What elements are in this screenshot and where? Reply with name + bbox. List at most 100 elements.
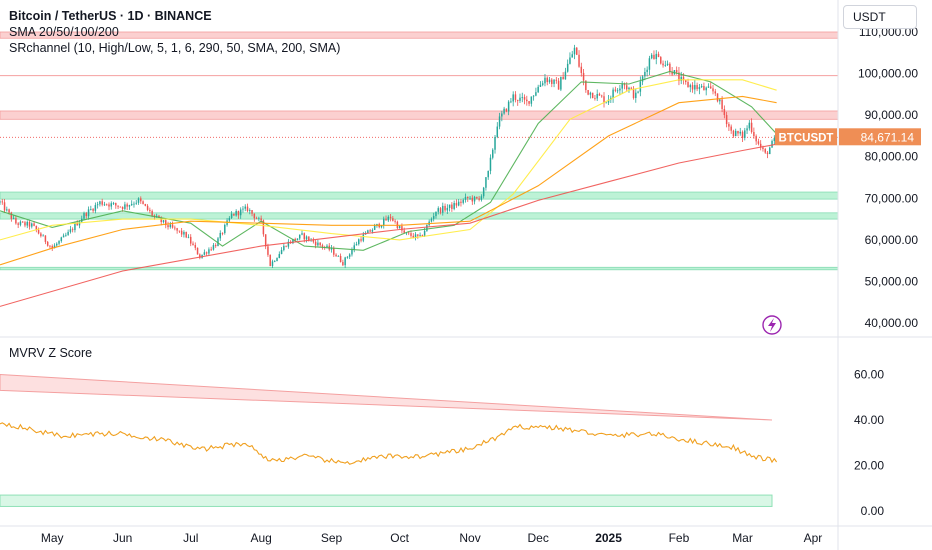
candle	[287, 239, 290, 249]
price-tick-3: 80,000.00	[865, 150, 919, 164]
candle	[105, 203, 108, 206]
candle	[519, 93, 521, 104]
candle-body	[42, 235, 44, 237]
candle-body	[214, 245, 217, 247]
candle-body	[762, 147, 764, 150]
candle-body	[605, 102, 608, 104]
candle	[87, 206, 90, 220]
srchannel-legend[interactable]: SRchannel (10, High/Low, 5, 1, 6, 290, 5…	[9, 41, 341, 55]
candle-body	[101, 201, 103, 205]
candle	[15, 215, 17, 225]
candle-body	[719, 99, 721, 102]
time-tick-10: Mar	[732, 531, 753, 545]
candle-body	[142, 201, 144, 204]
candle-body	[171, 224, 174, 228]
candle-body	[730, 126, 732, 131]
candle-body	[414, 234, 417, 238]
time-tick-5: Oct	[390, 531, 409, 545]
candle-body	[65, 234, 67, 236]
sma-legend[interactable]: SMA 20/50/100/200	[9, 25, 119, 39]
sma-line-4	[0, 143, 777, 307]
candle-body	[203, 252, 206, 255]
mvrv-pane[interactable]	[0, 373, 778, 507]
candle	[176, 227, 178, 234]
candle-body	[251, 210, 253, 214]
candle-body	[62, 235, 65, 238]
candle-body	[228, 217, 231, 221]
candle	[637, 90, 639, 94]
candle-body	[625, 85, 628, 90]
candle-body	[746, 128, 748, 131]
candle	[685, 80, 687, 85]
candle	[605, 102, 608, 104]
candle-body	[675, 70, 678, 73]
currency-selector[interactable]: USDT	[843, 5, 917, 29]
candle-body	[305, 236, 308, 240]
candle-body	[582, 72, 585, 81]
candle	[757, 138, 760, 146]
candle-body	[294, 238, 296, 241]
candle	[455, 199, 458, 208]
candle-body	[603, 96, 605, 103]
candle	[249, 208, 251, 215]
candle-body	[496, 126, 499, 138]
symbol-label-bg	[775, 128, 837, 146]
candle-body	[85, 213, 88, 217]
candle	[707, 83, 710, 88]
lightning-icon[interactable]	[762, 315, 782, 335]
candle-body	[766, 152, 769, 155]
candle-body	[755, 136, 757, 142]
candle	[437, 206, 439, 215]
candle	[330, 245, 333, 253]
candle-body	[237, 210, 240, 216]
candle	[348, 253, 351, 260]
candle	[387, 215, 390, 223]
candle	[146, 204, 149, 212]
candle-body	[130, 203, 133, 206]
candle	[167, 221, 169, 230]
candle-body	[739, 131, 742, 134]
candle-body	[705, 87, 707, 91]
candle	[46, 240, 49, 247]
time-tick-6: Nov	[459, 531, 480, 545]
candle-body	[417, 234, 419, 236]
candle-body	[714, 91, 717, 94]
candle	[298, 234, 301, 241]
candle-body	[485, 177, 487, 188]
candle	[142, 200, 144, 205]
candle-body	[135, 202, 137, 204]
candle-body	[167, 225, 169, 228]
candle	[730, 124, 732, 134]
candle-body	[473, 196, 476, 202]
candle	[544, 74, 546, 87]
candle	[603, 92, 605, 108]
candle-body	[224, 224, 226, 234]
candle	[56, 242, 58, 248]
candle-body	[471, 197, 474, 202]
candle	[199, 253, 201, 260]
candle	[180, 227, 183, 237]
candle	[557, 77, 560, 90]
candle	[619, 85, 621, 96]
candle	[671, 67, 673, 76]
candle-body	[587, 90, 589, 95]
candle-body	[685, 80, 687, 83]
price-pane[interactable]	[0, 31, 839, 307]
candle	[115, 202, 117, 209]
candle-body	[430, 218, 433, 222]
candle	[464, 193, 467, 203]
candle	[591, 92, 594, 99]
candle-body	[512, 94, 514, 102]
candle-body	[491, 149, 494, 158]
candle-body	[457, 201, 460, 206]
candle-body	[165, 220, 167, 226]
candle	[0, 200, 1, 205]
candle	[480, 194, 483, 202]
candle-body	[115, 203, 117, 206]
candle-body	[662, 63, 664, 66]
candle-body	[287, 241, 290, 247]
candle-body	[94, 205, 97, 211]
candle-body	[476, 196, 478, 199]
candle-body	[671, 71, 673, 75]
